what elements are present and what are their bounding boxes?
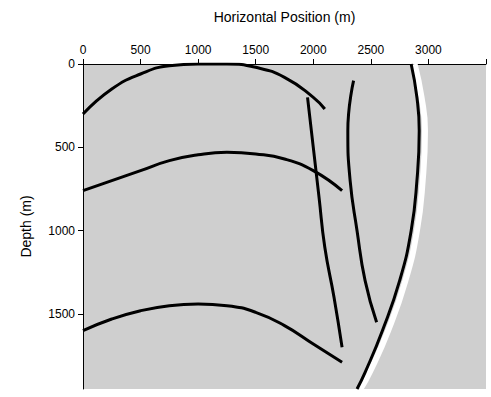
svg-text:Horizontal Position (m): Horizontal Position (m) [214, 9, 356, 25]
svg-text:2500: 2500 [358, 43, 385, 57]
svg-text:1500: 1500 [242, 43, 269, 57]
svg-text:1000: 1000 [48, 224, 75, 238]
svg-text:Depth (m): Depth (m) [18, 195, 34, 257]
svg-text:500: 500 [55, 140, 75, 154]
svg-text:3000: 3000 [415, 43, 442, 57]
svg-text:2000: 2000 [300, 43, 327, 57]
svg-text:1500: 1500 [48, 307, 75, 321]
svg-text:1000: 1000 [185, 43, 212, 57]
svg-text:0: 0 [80, 43, 87, 57]
svg-text:0: 0 [68, 57, 75, 71]
svg-text:500: 500 [131, 43, 151, 57]
